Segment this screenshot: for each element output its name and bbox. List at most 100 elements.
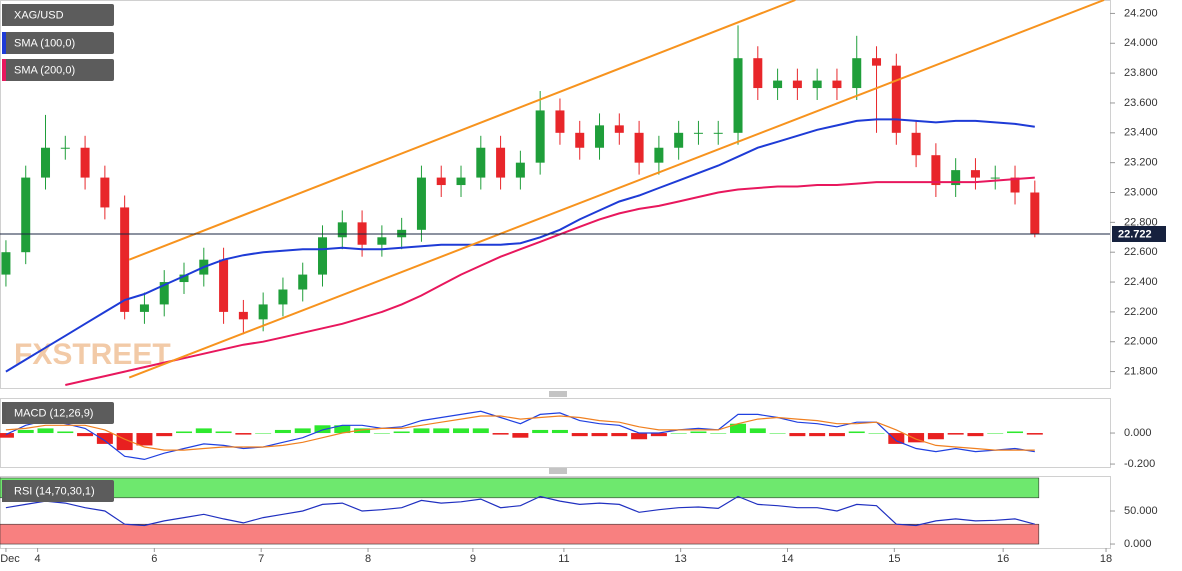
histogram-bar [512, 433, 529, 438]
x-tick-label: 14 [781, 553, 793, 565]
histogram-bar [57, 431, 74, 434]
legend-box [2, 402, 114, 424]
histogram-bar [571, 433, 588, 437]
x-tick-label: 16 [997, 553, 1009, 565]
candle-body [891, 65, 901, 133]
y-tick-label: 23.400 [1124, 127, 1158, 139]
histogram-bar [868, 433, 885, 434]
candle-body [595, 125, 605, 148]
histogram-bar [551, 429, 568, 434]
trend-line [128, 0, 1105, 379]
plot-area [0, 410, 1043, 461]
legend-label: XAG/USD [14, 9, 64, 21]
legend-item: RSI (14,70,30,1) [2, 480, 114, 502]
histogram-bar [828, 433, 845, 437]
candle-body [614, 125, 624, 133]
legend-item: XAG/USD [2, 4, 114, 26]
legend-item: MACD (12,26,9) [2, 402, 114, 424]
histogram-bar [1026, 433, 1043, 435]
x-tick-label: Dec [0, 553, 20, 565]
candle-body [911, 132, 921, 156]
histogram-bar [848, 431, 865, 434]
plot-area: FXSTREET [1, 0, 1105, 386]
histogram-bar [769, 433, 786, 434]
legend-swatch [2, 32, 6, 54]
candle-body [60, 147, 70, 149]
candle-body [337, 222, 347, 238]
y-tick-label: 22.400 [1124, 276, 1158, 288]
histogram-bar [453, 428, 470, 434]
candle-body [377, 237, 387, 245]
candle-body [258, 304, 268, 320]
x-tick-label: 15 [888, 553, 900, 565]
histogram-bar [947, 433, 964, 435]
histogram-bar [927, 433, 944, 440]
candle-body [812, 80, 822, 89]
candle-body [733, 58, 743, 133]
candle-body [535, 110, 545, 163]
x-tick-label: 13 [675, 553, 687, 565]
y-tick-label: 24.000 [1124, 37, 1158, 49]
histogram-bar [393, 431, 410, 434]
histogram-bar [749, 428, 766, 434]
histogram-bar [730, 423, 747, 434]
histogram-bar [215, 431, 232, 434]
candle-body [634, 132, 644, 163]
legend-box [2, 59, 114, 81]
histogram-bar [809, 433, 826, 437]
legend-label: SMA (200,0) [14, 64, 75, 76]
candle-body [654, 147, 664, 163]
y-tick-label: 21.800 [1124, 365, 1158, 377]
histogram-bar [176, 431, 193, 434]
histogram-bar [650, 433, 667, 437]
y-tick-label: 23.600 [1124, 97, 1158, 109]
rsi-band [0, 523, 1040, 545]
rsi-band [0, 477, 1040, 499]
candle-body [159, 282, 169, 305]
histogram-bar [96, 433, 113, 444]
legend-item: SMA (200,0) [2, 59, 114, 81]
histogram-bar [413, 428, 430, 434]
legend-box [2, 4, 114, 26]
y-tick-label: 24.200 [1124, 7, 1158, 19]
histogram-bar [235, 433, 252, 435]
legend-label: RSI (14,70,30,1) [14, 485, 95, 497]
histogram-bar [1007, 431, 1024, 434]
candle-body [852, 58, 862, 89]
candle-body [278, 289, 288, 305]
candle-body [713, 132, 723, 134]
histogram-bar [611, 433, 628, 437]
x-tick-label: 9 [470, 553, 476, 565]
histogram-bar [255, 433, 272, 434]
watermark: FXSTREET [14, 338, 171, 371]
candle-body [416, 177, 426, 230]
histogram-bar [156, 433, 173, 437]
histogram-bar [631, 433, 648, 440]
candle-body [872, 58, 882, 66]
candle-body [436, 177, 446, 186]
candle-body [21, 177, 31, 253]
panel-frame [0, 0, 1111, 389]
histogram-bar [710, 433, 727, 434]
x-tick-label: 18 [1100, 553, 1112, 565]
x-tick-label: 8 [365, 553, 371, 565]
candle-body [1030, 192, 1040, 234]
candle-body [693, 132, 703, 134]
candle-body [120, 207, 130, 312]
histogram-bar [888, 433, 905, 444]
legend-swatch [2, 4, 6, 26]
y-tick-label: 0.000 [1124, 427, 1152, 439]
histogram-bar [195, 428, 212, 434]
histogram-bar [373, 433, 390, 434]
candle-body [931, 155, 941, 186]
line-series [5, 495, 1035, 527]
panel-handle[interactable] [549, 391, 567, 474]
histogram-bar [908, 433, 925, 443]
line-series [5, 118, 1035, 373]
y-tick-label: 22.200 [1124, 306, 1158, 318]
histogram-bar [532, 429, 549, 434]
candle-body [951, 170, 961, 186]
candle-body [238, 311, 248, 320]
histogram-bar [0, 433, 14, 438]
